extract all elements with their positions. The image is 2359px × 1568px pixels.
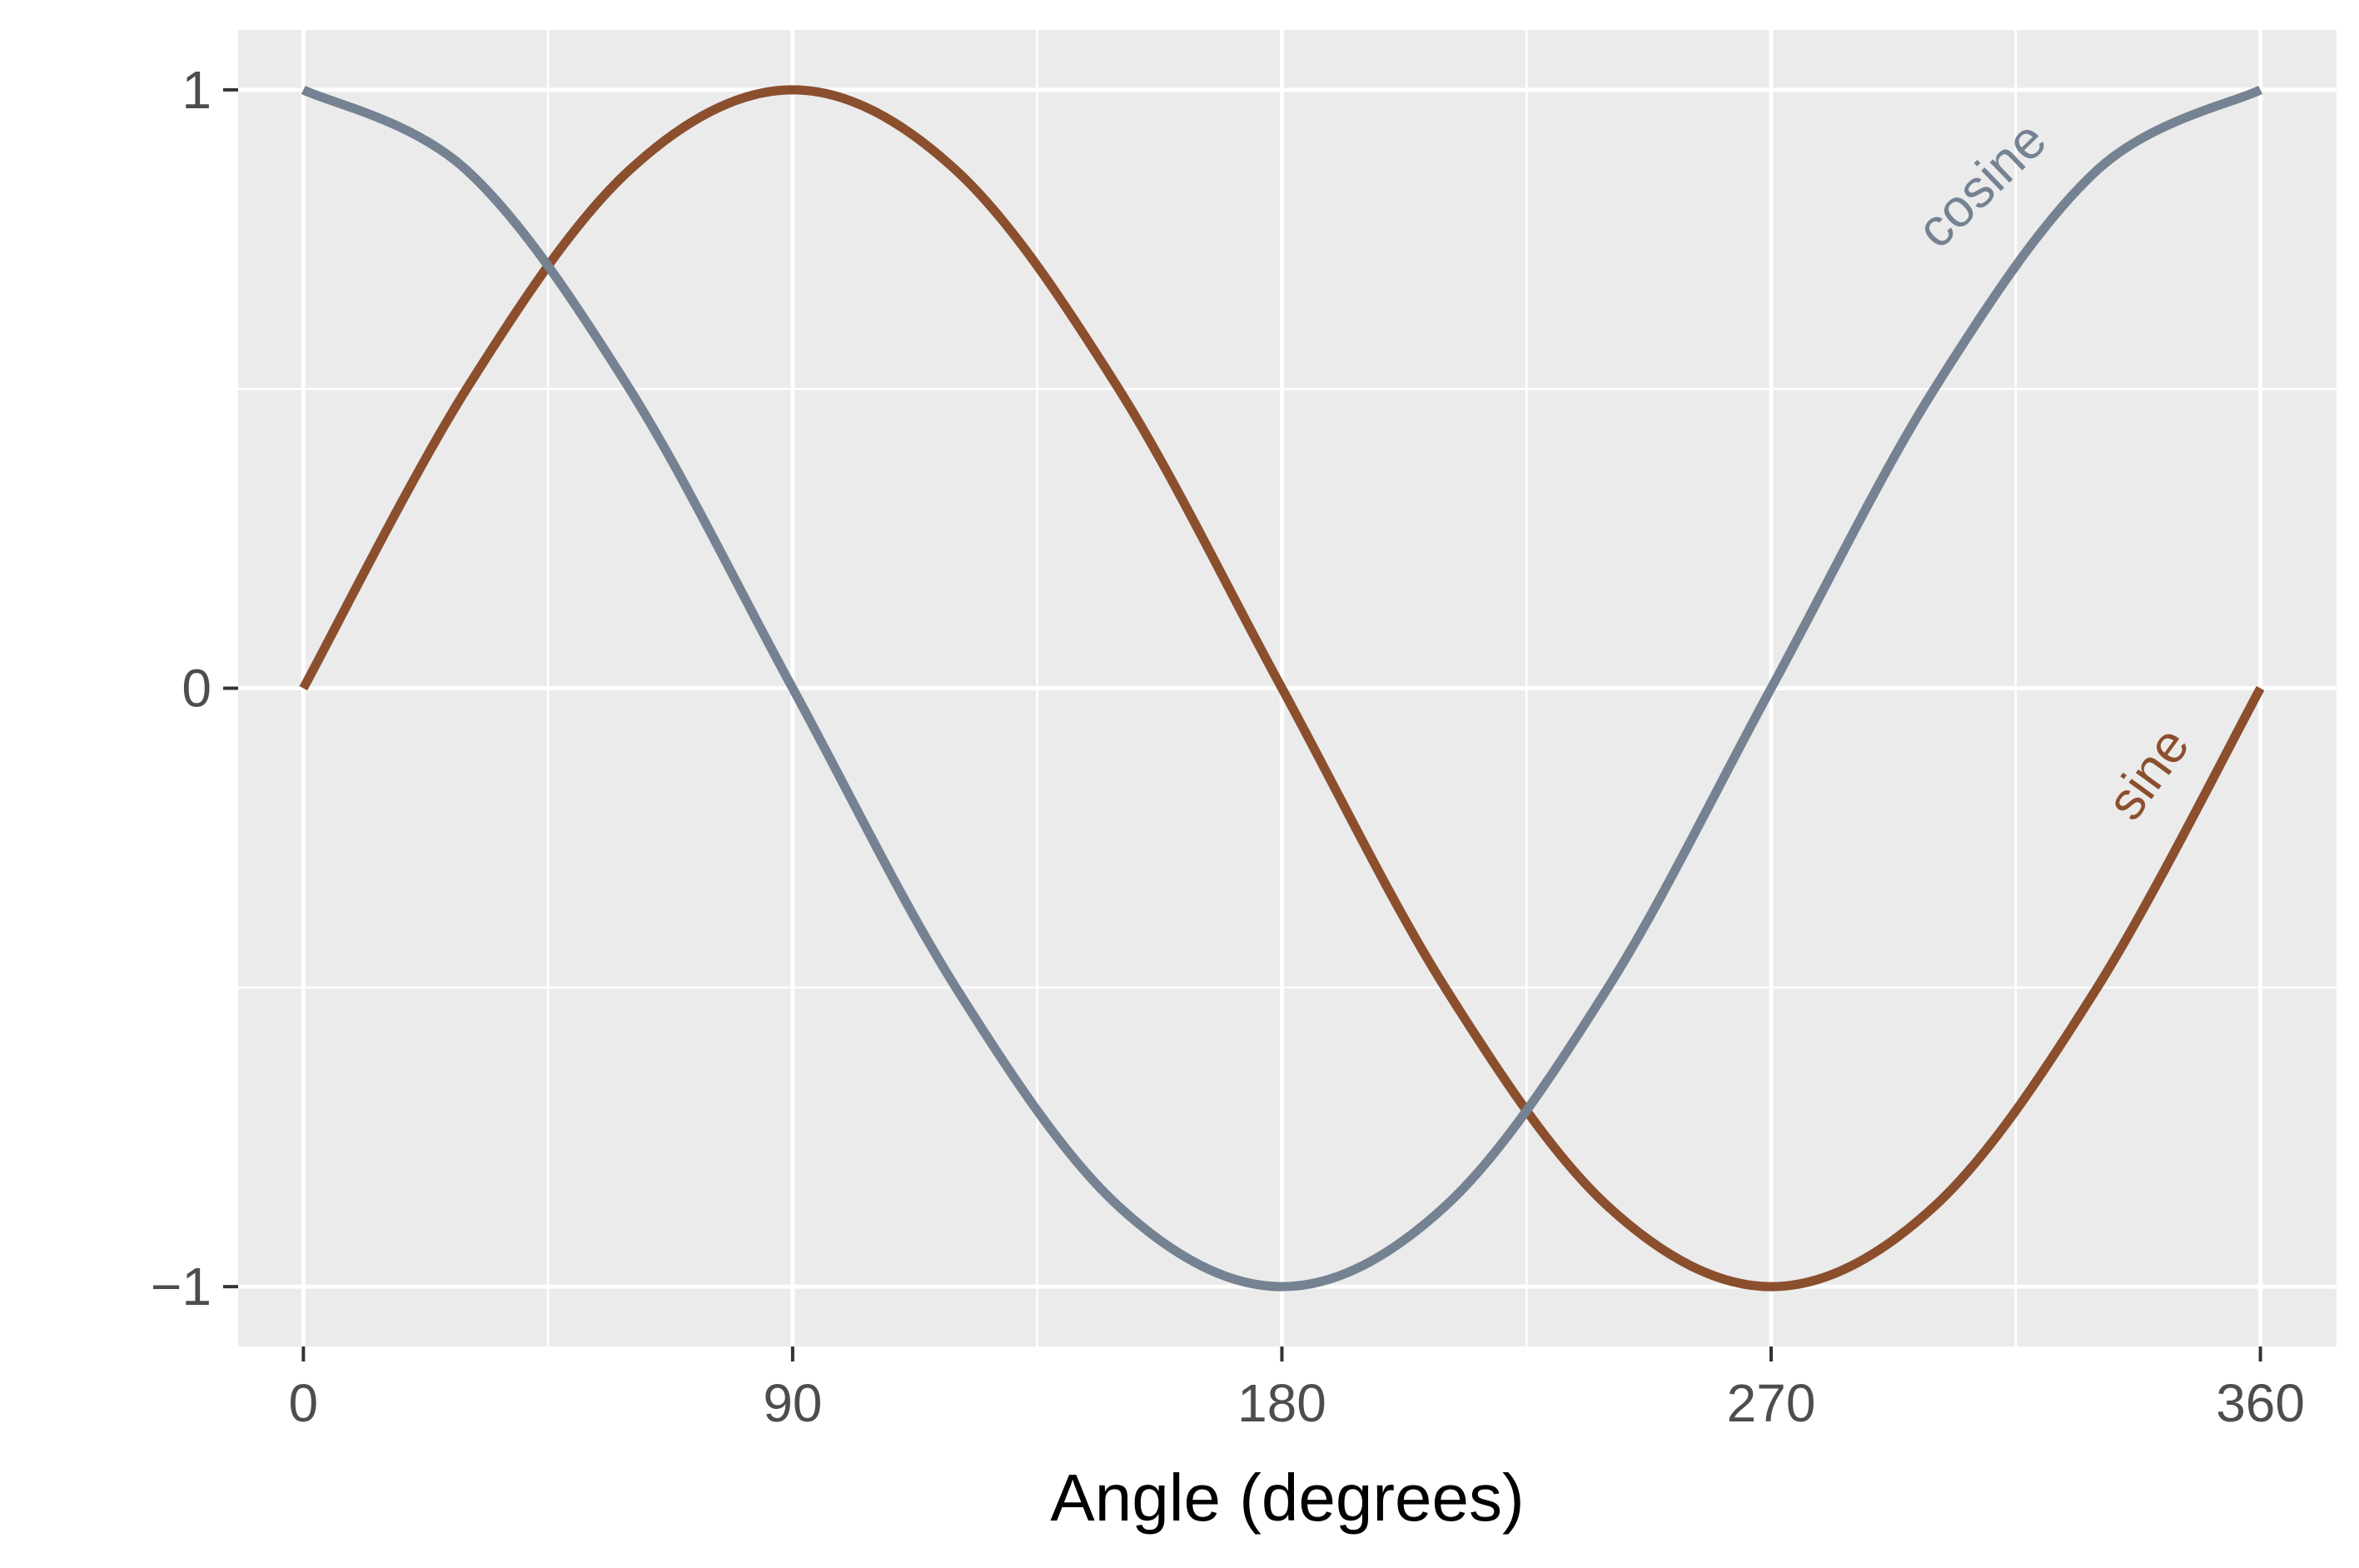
x-tick-label: 360 xyxy=(2216,1373,2305,1433)
x-tick-label: 270 xyxy=(1727,1373,1816,1433)
x-tick-label: 0 xyxy=(289,1373,319,1433)
y-tick-label: −1 xyxy=(151,1257,212,1317)
x-axis-title: Angle (degrees) xyxy=(1050,1461,1524,1535)
x-tick-labels: 0 90 180 270 360 xyxy=(289,1373,2305,1433)
series-lines xyxy=(299,85,2265,1292)
series-line-sine xyxy=(299,85,2265,1292)
series-line-cosine xyxy=(301,85,2263,1292)
y-tick-label: 0 xyxy=(182,659,212,719)
x-tick-label: 180 xyxy=(1237,1373,1326,1433)
x-tick-label: 90 xyxy=(763,1373,822,1433)
axis-ticks xyxy=(223,87,2262,1361)
y-tick-labels: −1 0 1 xyxy=(151,60,212,1317)
y-tick-label: 1 xyxy=(182,60,212,120)
